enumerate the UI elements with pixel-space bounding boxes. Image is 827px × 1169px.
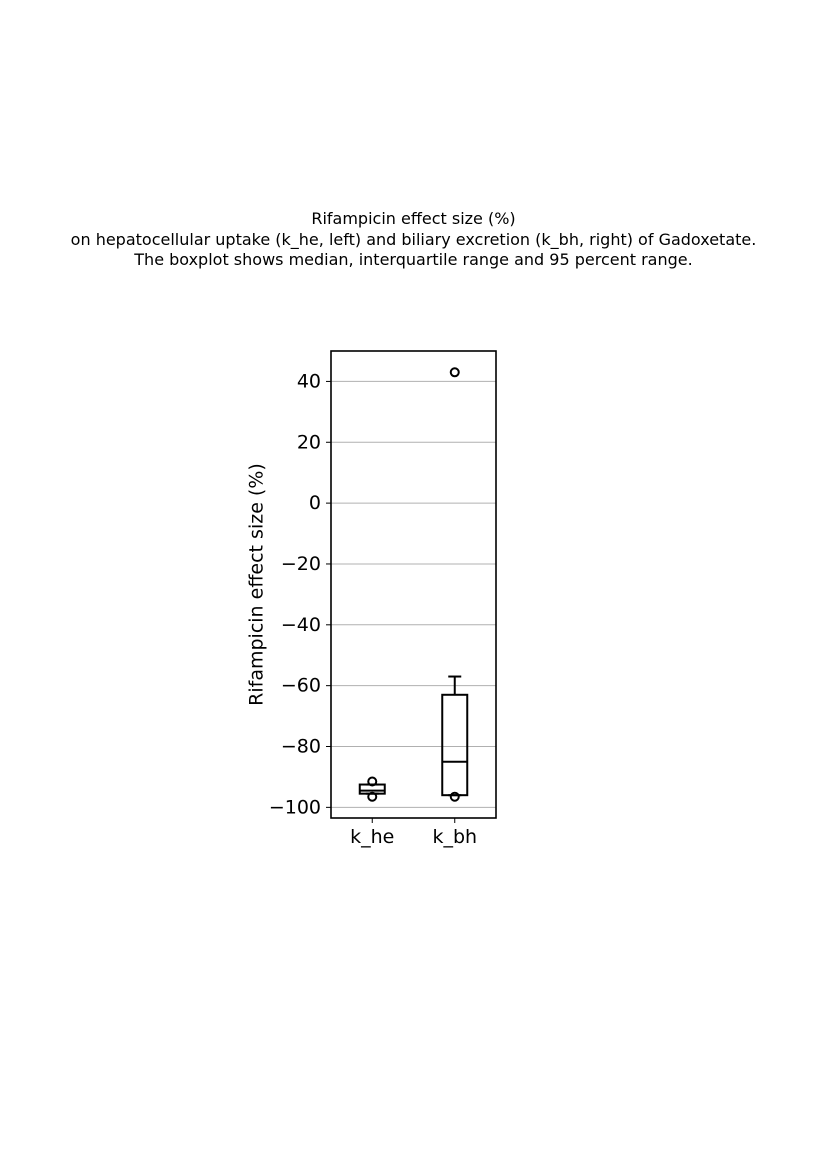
- title-line-3: The boxplot shows median, interquartile …: [134, 250, 693, 269]
- y-tick-label: −80: [281, 736, 321, 758]
- y-tick-label: −20: [281, 553, 321, 575]
- title-line-1: Rifampicin effect size (%): [311, 209, 516, 228]
- outlier-point: [449, 367, 460, 378]
- gridlines: [331, 380, 496, 808]
- box-iqr: [441, 693, 469, 797]
- y-tick-label: −40: [281, 614, 321, 636]
- x-tick-label: k_bh: [432, 826, 477, 848]
- y-axis-ticks: 40 20 0 −20 −40 −60 −80 −100: [269, 370, 331, 818]
- outlier-point: [367, 776, 378, 787]
- boxes: k_he k_bh: [350, 367, 477, 848]
- y-tick-label: 40: [297, 370, 321, 392]
- x-tick-label: k_he: [350, 826, 394, 848]
- y-tick-label: 20: [297, 431, 321, 453]
- chart-title: Rifampicin effect size (%) on hepatocell…: [0, 209, 827, 271]
- y-tick-label: −100: [269, 796, 321, 818]
- outlier-point: [367, 791, 378, 802]
- outlier-point: [449, 791, 460, 802]
- title-line-2: on hepatocellular uptake (k_he, left) an…: [70, 229, 757, 249]
- plot-frame: [330, 350, 497, 819]
- y-tick-label: −60: [281, 675, 321, 697]
- y-axis-label: Rifampicin effect size (%): [246, 463, 268, 706]
- y-tick-label: 0: [309, 492, 321, 514]
